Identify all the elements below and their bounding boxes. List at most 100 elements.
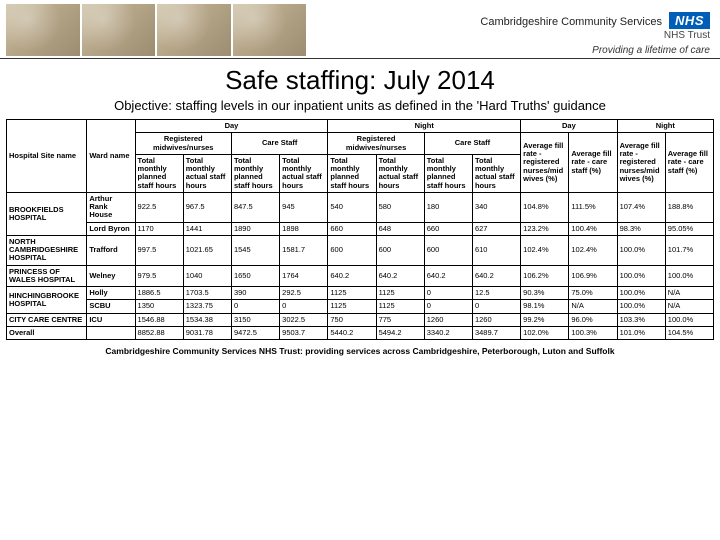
col-care: Care Staff [231, 133, 327, 155]
cell-value: 390 [231, 287, 279, 300]
cell-value: 9472.5 [231, 326, 279, 339]
cell-value: 600 [376, 235, 424, 265]
cell-value: 1441 [183, 222, 231, 235]
cell-value: 100.3% [569, 326, 617, 339]
cell-value: 8852.88 [135, 326, 183, 339]
table-row: SCBU13501323.7500112511250098.1%N/A100.0… [7, 300, 714, 313]
cell-value: 340 [472, 192, 520, 222]
cell-value: 106.2% [521, 265, 569, 287]
trust-line: NHS Trust [480, 30, 710, 41]
cell-value: 540 [328, 192, 376, 222]
cell-value: 1534.38 [183, 313, 231, 326]
table-row: CITY CARE CENTREICU1546.881534.383150302… [7, 313, 714, 326]
col-planned: Total monthly planned staff hours [424, 154, 472, 192]
col-day: Day [135, 120, 328, 133]
cell-value: 1125 [328, 300, 376, 313]
col-planned: Total monthly planned staff hours [135, 154, 183, 192]
cell-ward: ICU [87, 313, 135, 326]
cell-value: 600 [328, 235, 376, 265]
cell-value: 1323.75 [183, 300, 231, 313]
cell-value: 0 [424, 287, 472, 300]
org-name: Cambridgeshire Community Services [480, 16, 662, 28]
cell-value: 1650 [231, 265, 279, 287]
col-avg-reg-night: Average fill rate - registered nurses/mi… [617, 133, 665, 193]
staffing-table: Hospital Site name Ward name Day Night D… [6, 119, 714, 340]
cell-site: HINCHINGBROOKE HOSPITAL [7, 287, 87, 314]
cell-value: 90.3% [521, 287, 569, 300]
table-container: Hospital Site name Ward name Day Night D… [0, 119, 720, 340]
cell-ward: Trafford [87, 235, 135, 265]
cell-value: 9031.78 [183, 326, 231, 339]
col-planned: Total monthly planned staff hours [328, 154, 376, 192]
header-photo [157, 4, 231, 56]
cell-value: 75.0% [569, 287, 617, 300]
cell-value: 96.0% [569, 313, 617, 326]
cell-value: 3022.5 [280, 313, 328, 326]
col-actual: Total monthly actual staff hours [376, 154, 424, 192]
objective-line: Objective: staffing levels in our inpati… [0, 98, 720, 113]
cell-value: 1040 [183, 265, 231, 287]
cell-value: 1546.88 [135, 313, 183, 326]
cell-value: 0 [280, 300, 328, 313]
cell-value: 750 [328, 313, 376, 326]
cell-value: 610 [472, 235, 520, 265]
cell-value: 104.8% [521, 192, 569, 222]
col-reg: Registered midwives/nurses [135, 133, 231, 155]
cell-value: 98.3% [617, 222, 665, 235]
table-row: Overall8852.889031.789472.59503.75440.25… [7, 326, 714, 339]
cell-value: 101.0% [617, 326, 665, 339]
cell-value: 102.4% [569, 235, 617, 265]
cell-value: 847.5 [231, 192, 279, 222]
cell-value: 640.2 [424, 265, 472, 287]
cell-value: 1125 [328, 287, 376, 300]
cell-value: 1890 [231, 222, 279, 235]
col-night: Night [328, 120, 521, 133]
cell-value: 3150 [231, 313, 279, 326]
cell-ward: SCBU [87, 300, 135, 313]
table-row: PRINCESS OF WALES HOSPITALWelney979.5104… [7, 265, 714, 287]
cell-value: 1898 [280, 222, 328, 235]
col-avg-care-night: Average fill rate - care staff (%) [665, 133, 713, 193]
cell-value: 9503.7 [280, 326, 328, 339]
cell-value: 1581.7 [280, 235, 328, 265]
col-avg-care-day: Average fill rate - care staff (%) [569, 133, 617, 193]
table-row: BROOKFIELDS HOSPITALArthur Rank House922… [7, 192, 714, 222]
table-head: Hospital Site name Ward name Day Night D… [7, 120, 714, 193]
cell-ward [87, 326, 135, 339]
cell-site: Overall [7, 326, 87, 339]
cell-value: 0 [472, 300, 520, 313]
footer-line: Cambridgeshire Community Services NHS Tr… [0, 346, 720, 356]
col-avg-reg-day: Average fill rate - registered nurses/mi… [521, 133, 569, 193]
cell-ward: Arthur Rank House [87, 192, 135, 222]
cell-ward: Lord Byron [87, 222, 135, 235]
cell-value: 98.1% [521, 300, 569, 313]
cell-value: 0 [231, 300, 279, 313]
cell-value: 1350 [135, 300, 183, 313]
col-planned: Total monthly planned staff hours [231, 154, 279, 192]
cell-site: CITY CARE CENTRE [7, 313, 87, 326]
page-header: Cambridgeshire Community Services NHS NH… [0, 0, 720, 59]
cell-value: 627 [472, 222, 520, 235]
header-photo [233, 4, 307, 56]
cell-value: 100.0% [617, 300, 665, 313]
cell-value: 111.5% [569, 192, 617, 222]
cell-value: 1170 [135, 222, 183, 235]
nhs-logo: NHS [669, 12, 710, 29]
cell-value: 1764 [280, 265, 328, 287]
cell-value: 12.5 [472, 287, 520, 300]
cell-value: 1703.5 [183, 287, 231, 300]
cell-site: PRINCESS OF WALES HOSPITAL [7, 265, 87, 287]
cell-value: 640.2 [328, 265, 376, 287]
cell-value: 1021.65 [183, 235, 231, 265]
cell-value: 640.2 [376, 265, 424, 287]
cell-value: N/A [569, 300, 617, 313]
table-row: Lord Byron117014411890189866064866062712… [7, 222, 714, 235]
cell-value: 123.2% [521, 222, 569, 235]
col-actual: Total monthly actual staff hours [280, 154, 328, 192]
col-actual: Total monthly actual staff hours [472, 154, 520, 192]
cell-value: 102.0% [521, 326, 569, 339]
cell-value: 580 [376, 192, 424, 222]
header-photo-strip [6, 4, 306, 56]
cell-value: 104.5% [665, 326, 713, 339]
cell-value: 1125 [376, 287, 424, 300]
